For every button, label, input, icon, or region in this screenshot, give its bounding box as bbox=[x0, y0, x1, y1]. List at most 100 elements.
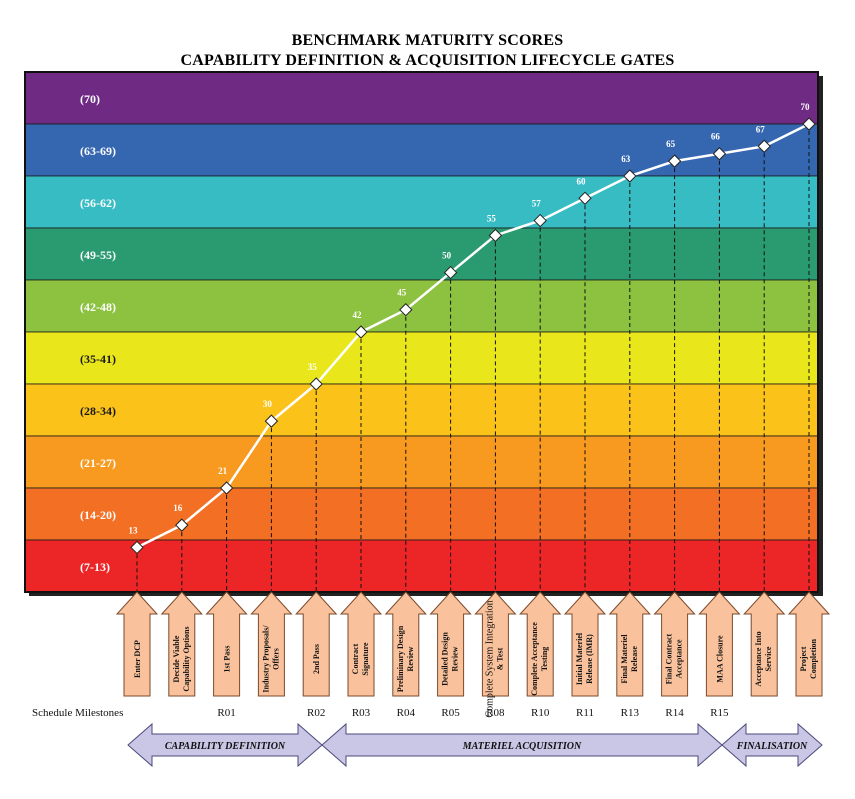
phase-materiel-acquisition bbox=[321, 722, 723, 768]
chart-title-line2: CAPABILITY DEFINITION & ACQUISITION LIFE… bbox=[180, 52, 675, 69]
schedule-code: R13 bbox=[621, 707, 640, 719]
band-label: (70) bbox=[80, 92, 100, 106]
gate-label-group: Complete Acceptance Testing bbox=[530, 622, 549, 696]
gate-arrow bbox=[474, 591, 517, 697]
schedule-label: Schedule Milestones bbox=[32, 707, 123, 719]
score-band bbox=[24, 331, 819, 385]
gate-arrow bbox=[205, 591, 248, 697]
gate-label: Final Materiel bbox=[620, 634, 629, 684]
gate-label-group: Acceptance Into Service bbox=[754, 631, 773, 686]
gate-arrow bbox=[339, 591, 383, 697]
gate-label: 1st Pass bbox=[223, 646, 232, 673]
data-point-marker bbox=[802, 117, 816, 131]
phase-arrows: CAPABILITY DEFINITION MATERIEL ACQUISITIO… bbox=[127, 722, 823, 768]
schedule-code: R14 bbox=[665, 707, 684, 719]
gate-label: Release bbox=[630, 646, 639, 672]
gate-label-group: Preliminary Design Review bbox=[396, 625, 415, 692]
gate-label: Capability Options bbox=[182, 626, 191, 691]
data-label: 55 bbox=[487, 213, 497, 223]
gate-label: MAA Closure bbox=[715, 635, 724, 683]
score-band bbox=[24, 487, 819, 541]
gate-label: Review bbox=[451, 646, 460, 671]
gate-label-group: Industry Proposals/Offers bbox=[261, 625, 280, 693]
gate-label: Testing bbox=[540, 647, 549, 672]
phase-finalisation-label: FINALISATION bbox=[736, 741, 808, 752]
gate-label: Final Contract bbox=[665, 633, 674, 684]
data-label: 57 bbox=[532, 199, 542, 209]
gate-label: 2nd Pass bbox=[312, 644, 321, 674]
phase-capability-definition bbox=[127, 722, 323, 768]
data-point-marker bbox=[219, 481, 234, 495]
gate-label-group: Enter DCP bbox=[133, 640, 142, 678]
gate-label-group: Decide Viable Capability Options bbox=[172, 626, 191, 691]
gate-label: Detailed Design bbox=[441, 632, 450, 686]
score-band bbox=[24, 279, 819, 333]
data-label: 70 bbox=[801, 102, 811, 112]
gate-arrow bbox=[160, 591, 203, 697]
gate-arrow bbox=[743, 591, 786, 697]
gate-label-group: Final Materiel Release bbox=[620, 634, 639, 684]
schedule-code: R05 bbox=[441, 707, 460, 719]
gate-label-group: 1st Pass bbox=[223, 646, 232, 673]
band-label: (28-34) bbox=[80, 404, 116, 418]
gate-label: Industry Proposals/ bbox=[261, 625, 270, 693]
data-label: 42 bbox=[353, 310, 363, 320]
score-band bbox=[24, 123, 819, 177]
schedule-code: R11 bbox=[576, 707, 594, 719]
maturity-score-line bbox=[136, 122, 810, 549]
chart-title-line1: BENCHMARK MATURITY SCORES bbox=[291, 32, 564, 49]
schedule-code: R01 bbox=[217, 707, 235, 719]
gate-arrows: Enter DCP Decide Viable Capability Options… bbox=[115, 591, 831, 718]
band-label: (63-69) bbox=[80, 144, 116, 158]
score-band bbox=[24, 383, 819, 437]
gate-label-group: Initial Materiel Release (IMR) bbox=[575, 632, 594, 685]
data-point-marker bbox=[488, 228, 503, 243]
drop-lines bbox=[136, 124, 810, 598]
gate-label: Signature bbox=[361, 642, 370, 676]
data-point-marker bbox=[667, 154, 682, 168]
gate-label: Initial Materiel bbox=[575, 632, 584, 685]
gate-arrow bbox=[519, 591, 562, 697]
data-point-marker bbox=[712, 147, 727, 161]
data-point-marker bbox=[264, 414, 279, 428]
score-band bbox=[24, 435, 819, 489]
gate-label-group: Final Contract Acceptance bbox=[665, 633, 684, 684]
gate-label-group: MAA Closure bbox=[715, 635, 724, 683]
data-point-marker bbox=[309, 377, 323, 391]
data-label: 63 bbox=[621, 154, 631, 164]
gate-label: Complete System Integration bbox=[484, 600, 495, 717]
schedule-code: R10 bbox=[531, 707, 550, 719]
gate-label-group: Complete System Integration & Test bbox=[484, 600, 504, 717]
gate-label: Enter DCP bbox=[133, 640, 142, 678]
gate-label: Offers bbox=[271, 648, 280, 670]
data-point-marker bbox=[175, 518, 189, 532]
gate-label: & Test bbox=[495, 647, 504, 670]
gate-label: Decide Viable bbox=[172, 635, 181, 682]
gate-arrow bbox=[295, 591, 338, 697]
data-label: 45 bbox=[397, 288, 407, 298]
schedule-row: Schedule Milestones R01 R02 R03 R04 R05 R08 R10… bbox=[32, 707, 729, 719]
gate-arrow bbox=[115, 591, 159, 697]
gate-arrow bbox=[250, 591, 293, 697]
gate-arrow bbox=[384, 591, 427, 697]
data-point-marker bbox=[443, 265, 458, 280]
phase-finalisation bbox=[721, 722, 823, 768]
gate-label: Release (IMR) bbox=[585, 634, 594, 684]
data-label: 30 bbox=[263, 399, 273, 409]
band-label: (56-62) bbox=[80, 196, 116, 210]
data-point-marker bbox=[578, 191, 592, 205]
gate-label: Contract bbox=[351, 643, 360, 674]
gate-arrow bbox=[698, 591, 741, 697]
score-band bbox=[24, 227, 819, 281]
band-label: (42-48) bbox=[80, 300, 116, 314]
phase-capability-definition-label: CAPABILITY DEFINITION bbox=[165, 741, 286, 752]
gate-label-group: Contract Signature bbox=[351, 642, 370, 676]
schedule-code: R15 bbox=[710, 707, 729, 719]
data-label: 35 bbox=[308, 362, 318, 372]
gate-label: Acceptance Into bbox=[754, 631, 763, 686]
gate-arrow bbox=[608, 591, 651, 697]
data-label: 21 bbox=[218, 466, 228, 476]
band-label: (49-55) bbox=[80, 248, 116, 262]
band-label: (21-27) bbox=[80, 456, 116, 470]
